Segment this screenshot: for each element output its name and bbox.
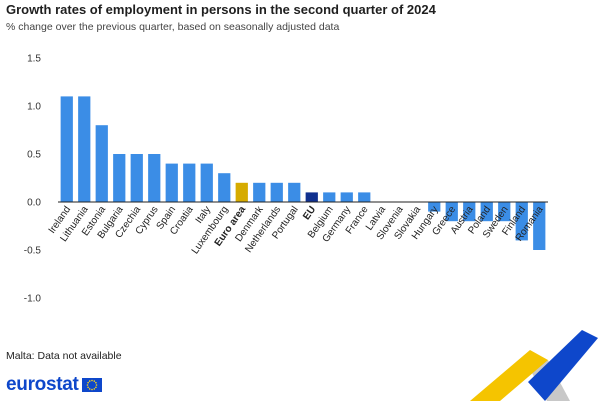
y-tick-label: -0.5 <box>24 246 42 257</box>
ribbon-yellow <box>470 350 548 401</box>
ribbon-blue <box>528 330 598 401</box>
bar-hungary[interactable] <box>428 202 441 212</box>
eurostat-logo[interactable]: eurostat <box>6 374 102 396</box>
bar-czechia[interactable] <box>130 154 143 202</box>
eu-flag-icon <box>81 378 102 392</box>
y-axis: -1.0 -0.5 0.0 0.5 1.0 1.5 <box>24 54 42 305</box>
bar-ireland[interactable] <box>60 96 73 202</box>
bar-croatia[interactable] <box>183 163 196 202</box>
bar-chart: -1.0 -0.5 0.0 0.5 1.0 1.5 IrelandLithuaniaEst… <box>24 54 548 305</box>
bar-lithuania[interactable] <box>78 96 91 202</box>
bar-eu[interactable] <box>305 192 318 202</box>
chart-subtitle: % change over the previous quarter, base… <box>6 21 340 33</box>
bar-poland[interactable] <box>480 202 493 222</box>
bar-portugal[interactable] <box>288 182 301 202</box>
bar-austria[interactable] <box>463 202 476 222</box>
bar-germany[interactable] <box>340 192 353 202</box>
bar-luxembourg[interactable] <box>218 173 231 202</box>
y-tick-label: -1.0 <box>24 294 42 305</box>
y-tick-label: 0.0 <box>27 198 41 209</box>
bar-netherlands[interactable] <box>270 182 283 202</box>
bar-belgium[interactable] <box>323 192 336 202</box>
brand-name: eurostat <box>6 374 79 395</box>
bar-cyprus[interactable] <box>148 154 161 202</box>
bar-greece[interactable] <box>445 202 458 222</box>
decorative-ribbon <box>470 330 598 401</box>
bar-denmark[interactable] <box>253 182 266 202</box>
bars <box>60 96 546 250</box>
chart-title: Growth rates of employment in persons in… <box>6 2 436 17</box>
bar-finland[interactable] <box>515 202 528 241</box>
footnote: Malta: Data not available <box>6 350 122 362</box>
bar-euro-area[interactable] <box>235 182 248 202</box>
bar-bulgaria[interactable] <box>113 154 126 202</box>
bar-france[interactable] <box>358 192 371 202</box>
y-tick-label: 0.5 <box>27 150 41 161</box>
bar-italy[interactable] <box>200 163 213 202</box>
y-tick-label: 1.0 <box>27 102 41 113</box>
bar-spain[interactable] <box>165 163 178 202</box>
bar-sweden[interactable] <box>498 202 511 222</box>
bar-romania[interactable] <box>533 202 546 250</box>
bar-estonia[interactable] <box>95 125 108 202</box>
y-tick-label: 1.5 <box>27 54 41 65</box>
x-axis-labels: IrelandLithuaniaEstoniaBulgariaCzechiaCy… <box>47 204 546 257</box>
